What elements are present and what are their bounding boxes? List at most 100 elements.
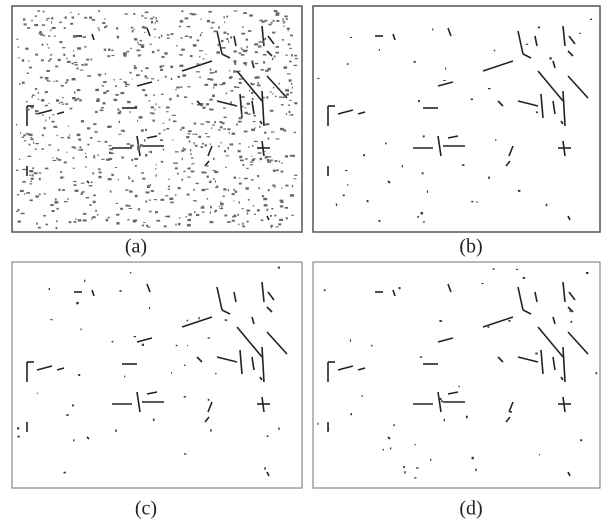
ink-speck (418, 100, 420, 102)
ink-speck (111, 153, 114, 155)
ink-speck (153, 94, 154, 96)
ink-speck (208, 11, 212, 13)
ink-speck (27, 27, 30, 29)
ink-speck (93, 201, 95, 203)
ink-speck (191, 171, 195, 173)
ink-speck (286, 18, 288, 20)
ink-speck (79, 146, 81, 148)
ink-speck (270, 225, 272, 227)
ink-speck (175, 89, 177, 90)
ink-speck (38, 99, 39, 100)
ink-speck (40, 31, 42, 33)
ink-speck (244, 178, 248, 179)
ink-speck (193, 189, 194, 191)
ink-speck (294, 175, 297, 176)
ink-speck (21, 213, 25, 214)
ink-speck (180, 129, 181, 131)
ink-speck (132, 180, 134, 182)
ink-speck (108, 158, 112, 160)
ink-speck (134, 106, 137, 107)
ink-speck (240, 156, 243, 158)
ink-speck (155, 22, 156, 24)
ink-speck (182, 158, 183, 160)
ink-speck (283, 21, 286, 22)
figure: (a) (b) (c) (d) (0, 0, 606, 527)
ink-speck (56, 80, 58, 81)
ink-speck (279, 219, 283, 221)
ink-speck (150, 184, 152, 186)
ink-speck (147, 185, 150, 187)
ink-speck (251, 156, 252, 157)
ink-speck (276, 138, 280, 139)
ink-speck (202, 107, 205, 109)
ink-speck (253, 205, 254, 206)
ink-speck (224, 21, 225, 23)
ink-speck (218, 146, 220, 147)
ink-speck (538, 27, 540, 29)
ink-speck (48, 103, 49, 104)
ink-speck (257, 84, 261, 86)
ink-speck (107, 126, 111, 128)
ink-speck (169, 98, 172, 100)
ink-speck (172, 140, 173, 141)
ink-speck (176, 45, 178, 46)
ink-speck (29, 175, 31, 176)
ink-speck (174, 162, 178, 163)
ink-speck (275, 14, 279, 15)
ink-speck (43, 35, 45, 36)
ink-speck (66, 414, 68, 416)
ink-speck (285, 155, 288, 157)
ink-speck (54, 36, 56, 37)
ink-speck (245, 64, 246, 66)
ink-speck (208, 337, 210, 338)
ink-speck (119, 290, 121, 292)
ink-speck (61, 137, 64, 138)
ink-speck (70, 12, 71, 13)
ink-speck (17, 427, 19, 429)
ink-speck (414, 444, 415, 445)
ink-speck (265, 124, 267, 126)
ink-speck (183, 171, 185, 172)
ink-speck (281, 104, 284, 105)
ink-speck (87, 75, 91, 76)
ink-speck (423, 135, 425, 137)
ink-speck (251, 179, 253, 181)
ink-speck (234, 10, 238, 11)
ink-speck (207, 78, 210, 80)
ink-speck (414, 477, 416, 478)
ink-speck (209, 99, 212, 101)
ink-speck (32, 96, 33, 98)
ink-speck (22, 82, 25, 84)
ink-speck (239, 201, 240, 203)
ink-speck (108, 178, 112, 180)
ink-speck (27, 73, 29, 74)
ink-speck (35, 54, 38, 56)
ink-speck (246, 39, 248, 41)
ink-speck (546, 204, 548, 206)
ink-speck (239, 117, 242, 119)
ink-speck (536, 111, 538, 113)
ink-speck (89, 16, 92, 18)
ink-speck (127, 219, 129, 220)
ink-speck (283, 26, 285, 27)
ink-speck (234, 177, 236, 179)
ink-speck (48, 60, 50, 61)
ink-speck (248, 146, 249, 147)
ink-speck (74, 91, 75, 93)
ink-speck (278, 427, 279, 429)
ink-speck (443, 80, 445, 81)
ink-speck (252, 98, 254, 100)
ink-speck (263, 198, 267, 200)
ink-speck (258, 152, 262, 153)
ink-speck (119, 79, 121, 80)
ink-speck (378, 220, 380, 222)
ink-speck (118, 112, 121, 114)
ink-speck (191, 163, 194, 164)
ink-speck (38, 227, 41, 229)
ink-speck (53, 160, 57, 161)
ink-speck (166, 128, 169, 130)
ink-speck (116, 27, 118, 29)
ink-speck (192, 134, 194, 135)
ink-speck (138, 55, 140, 57)
ink-speck (175, 167, 178, 169)
